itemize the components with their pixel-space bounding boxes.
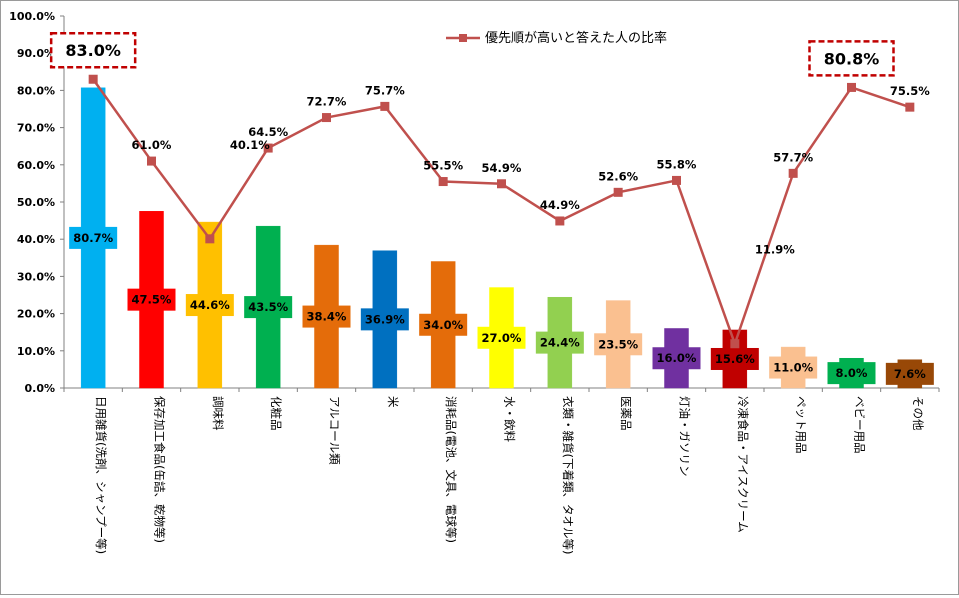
category-label: 衣類・雑貨(下着類、タオル等) bbox=[561, 396, 575, 554]
line-value-label: 44.9% bbox=[540, 198, 580, 212]
line-point-marker bbox=[263, 143, 273, 153]
legend-marker-swatch bbox=[459, 34, 467, 42]
bar-value-label: 43.5% bbox=[248, 300, 288, 314]
y-tick-label: 90.0% bbox=[17, 47, 55, 60]
legend: 優先順が高いと答えた人の比率 bbox=[446, 30, 667, 46]
line-value-label: 52.6% bbox=[598, 169, 638, 183]
bar-value-label: 23.5% bbox=[598, 337, 638, 351]
highlight-callout-box bbox=[49, 31, 137, 69]
line-value-label: 72.7% bbox=[307, 95, 347, 109]
bar-value-label: 44.6% bbox=[190, 298, 230, 312]
line-point-marker bbox=[147, 156, 156, 166]
bar-label-box bbox=[360, 308, 409, 331]
line-point-marker bbox=[322, 113, 331, 123]
line-value-label: 54.9% bbox=[482, 161, 522, 175]
category-label: 灯油・ガソリン bbox=[678, 396, 692, 477]
category-label: 医薬品 bbox=[619, 396, 633, 431]
line-point-marker bbox=[788, 168, 798, 178]
line-point-marker bbox=[905, 102, 915, 112]
category-label: 日用雑貨(洗剤、シャンプー等) bbox=[94, 396, 108, 554]
line-value-label: 61.0% bbox=[132, 138, 172, 152]
y-tick-label: 70.0% bbox=[17, 122, 55, 135]
y-tick-label: 100.0% bbox=[9, 10, 55, 23]
line-point-marker bbox=[88, 74, 98, 84]
category-label: 消耗品(電池、文具、電球等) bbox=[444, 396, 458, 543]
bar-value-label: 11.0% bbox=[773, 361, 813, 375]
category-labels: 日用雑貨(洗剤、シャンプー等) 保存加工食品(缶詰、乾物等) 調味料 化粧品 アルコール… bbox=[94, 396, 925, 554]
bar-label-box bbox=[710, 347, 759, 370]
bar-value-label: 36.9% bbox=[365, 312, 405, 326]
highlight-callout-box bbox=[808, 40, 895, 77]
category-label: その他 bbox=[911, 396, 925, 431]
category-label: 冷凍食品・アイスクリーム bbox=[736, 396, 750, 533]
legend-label: 優先順が高いと答えた人の比率 bbox=[485, 30, 667, 46]
bar-label-box bbox=[69, 226, 118, 249]
line-value-label: 75.5% bbox=[890, 84, 930, 98]
bar-value-label: 24.4% bbox=[540, 336, 580, 350]
line-point-marker bbox=[730, 339, 740, 349]
bar-value-label: 16.0% bbox=[657, 351, 697, 365]
category-label: 化粧品 bbox=[269, 396, 283, 431]
bar-value-label: 80.7% bbox=[73, 231, 113, 245]
y-tick-label: 30.0% bbox=[17, 270, 55, 283]
bar-value-labels: 80.7% 47.5% 44.6% 43.5% 38.4% 36.9% 34.0% 27.0%… bbox=[69, 226, 934, 385]
bar-label-box bbox=[185, 294, 234, 317]
category-label: 調味料 bbox=[211, 396, 225, 431]
bar-label-box bbox=[302, 305, 351, 328]
bar-label-box bbox=[769, 356, 818, 379]
bar-value-label: 8.0% bbox=[836, 366, 868, 380]
line-value-label: 75.7% bbox=[365, 83, 405, 97]
line-point-marker bbox=[672, 175, 681, 185]
line-value-label: 55.8% bbox=[657, 157, 697, 171]
bar-value-label: 47.5% bbox=[132, 293, 172, 307]
y-tick-label: 10.0% bbox=[17, 345, 55, 358]
category-label: 保存加工食品(缶詰、乾物等) bbox=[153, 396, 167, 543]
bar-label-box bbox=[477, 326, 526, 349]
line-value-label: 11.9% bbox=[755, 243, 795, 257]
category-label: ベビー用品 bbox=[853, 396, 867, 454]
bar-label-box bbox=[652, 347, 701, 370]
bar-label-box bbox=[827, 362, 876, 385]
highlight-callout-label: 83.0% bbox=[65, 41, 121, 60]
category-label: 米 bbox=[386, 396, 400, 408]
bar-label-box bbox=[535, 331, 584, 354]
category-label: ペット用品 bbox=[794, 396, 808, 454]
line-point-marker bbox=[555, 216, 565, 226]
line-point-marker bbox=[847, 82, 856, 92]
y-tick-label: 20.0% bbox=[17, 308, 55, 321]
line-value-label: 64.5% bbox=[248, 125, 288, 139]
bar-label-box bbox=[885, 362, 934, 385]
line-point-marker bbox=[613, 187, 623, 197]
y-tick-label: 60.0% bbox=[17, 159, 55, 172]
y-tick-label: 50.0% bbox=[17, 196, 55, 209]
line-point-marker bbox=[438, 177, 448, 187]
line-point-marker bbox=[205, 234, 215, 244]
line-series bbox=[88, 74, 915, 349]
line-value-label: 40.1% bbox=[230, 138, 270, 152]
line-value-label: 55.5% bbox=[423, 159, 463, 173]
y-tick-label: 80.0% bbox=[17, 84, 55, 97]
category-label: 水・飲料 bbox=[503, 396, 517, 442]
category-label: アルコール類 bbox=[328, 396, 342, 465]
bar-label-box bbox=[419, 313, 468, 336]
y-tick-label: 40.0% bbox=[17, 233, 55, 246]
bar-value-label: 7.6% bbox=[894, 367, 926, 381]
line-value-labels: 83.0% 61.0% 40.1%64.5% 72.7% 75.7% 55.5% 54.9%… bbox=[49, 31, 930, 257]
y-tick-label: 0.0% bbox=[24, 382, 55, 395]
bar-label-box bbox=[127, 288, 176, 311]
axes: 0.0%10.0%20.0%30.0%40.0%50.0%60.0%70.0%8… bbox=[9, 10, 940, 395]
line-value-label: 57.7% bbox=[773, 150, 813, 164]
line-point-marker bbox=[380, 101, 390, 111]
highlight-callout-label: 80.8% bbox=[824, 49, 880, 68]
bar-value-label: 38.4% bbox=[307, 310, 347, 324]
bar-label-box bbox=[244, 296, 293, 319]
bar-value-label: 15.6% bbox=[715, 352, 755, 366]
bar-value-label: 34.0% bbox=[423, 318, 463, 332]
line-point-marker bbox=[497, 179, 506, 189]
bar-label-box bbox=[594, 333, 643, 356]
bar-value-label: 27.0% bbox=[482, 331, 522, 345]
